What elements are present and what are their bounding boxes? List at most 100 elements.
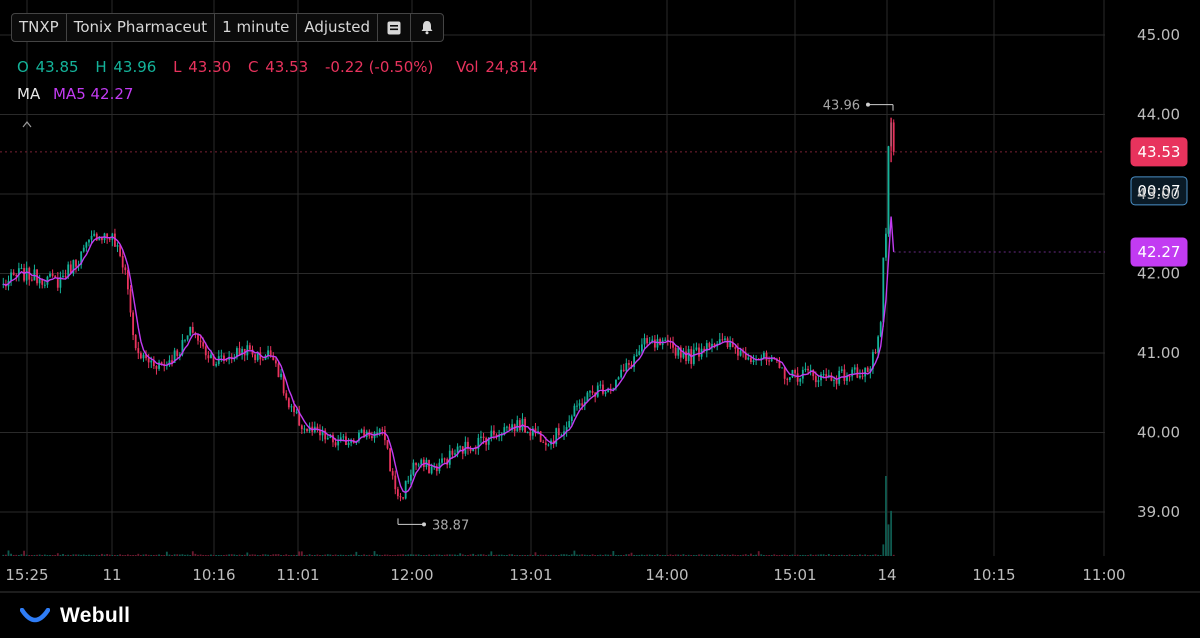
candle-body [734,347,737,349]
volume-bar [285,554,288,556]
ticker-symbol[interactable]: TNXP [12,14,67,41]
volume-bar [594,555,597,556]
list-icon[interactable] [378,14,412,41]
volume-bar [596,555,599,556]
footer-bar [0,594,1200,638]
volume-bar [114,555,116,556]
interval-selector[interactable]: 1 minute [215,14,298,41]
candle-body [602,384,604,394]
candle-body [565,427,568,432]
volume-bar [15,554,18,556]
volume-bar [93,555,96,556]
volume-bar [885,476,887,556]
volume-bar [43,554,46,556]
candle-body [804,368,807,370]
volume-bar [311,555,314,556]
volume-bar [666,555,669,556]
candle-body [129,289,132,313]
volume-bar [173,554,176,556]
open-value: 43.85 [35,58,79,76]
volume-bar [469,554,472,556]
volume-bar [7,550,10,556]
volume-bar [98,555,101,556]
volume-bar [609,554,612,556]
candle-body [350,440,353,443]
volume-bar [425,555,428,556]
volume-bar [814,554,817,556]
candle-body [64,275,67,278]
candle-body [807,368,809,371]
volume-bar [731,554,734,556]
y-tick-label: 40.00 [1137,424,1180,442]
volume-bar [487,554,490,556]
volume-bar [653,555,656,556]
volume-bar [396,554,399,556]
candle-body [150,360,153,363]
volume-bar [840,554,843,556]
candle-body [835,379,838,384]
volume-bar [212,555,215,556]
volume-bar [505,555,508,556]
candle-body [186,335,189,340]
volume-bar [267,554,269,556]
volume-bar [879,555,882,556]
candle-body [12,272,15,276]
volume-bar [2,554,5,556]
candle-body [505,426,508,428]
volume-bar [550,554,552,556]
volume-bar [124,555,127,556]
candle-body [866,367,869,373]
volume-bar [269,555,272,556]
candle-body [752,360,755,362]
high-marker-dot [866,102,870,107]
x-tick-label: 12:00 [390,566,433,584]
volume-bar [67,554,70,556]
volume-bar [459,553,462,556]
volume-bar [433,554,436,556]
candle-body [67,264,70,278]
candle-body [879,322,882,337]
adjust-selector[interactable]: Adjusted [297,14,379,41]
volume-bar [126,554,129,556]
volume-bar [4,554,7,556]
candle-body [633,356,636,367]
ma-label[interactable]: MA [17,85,41,103]
candle-body [285,393,288,399]
candle-body [604,392,607,394]
volume-bar [747,555,750,556]
volume-bar [547,555,550,556]
candle-body [467,441,469,449]
candle-body [705,343,708,352]
company-name[interactable]: Tonix Pharmaceut [67,14,216,41]
volume-bar [472,553,475,556]
volume-bar [518,555,521,556]
x-tick-label: 11 [102,566,121,584]
volume-bar [578,554,581,556]
volume-bar [129,555,132,556]
volume-bar [726,554,729,556]
candle-body [202,342,205,347]
volume-bar [581,554,584,556]
volume-bar [752,555,755,556]
candle-body [576,405,578,407]
candle-body [630,364,633,367]
candle-body [861,375,864,377]
volume-bar [236,555,238,556]
volume-bar [708,554,711,556]
bell-icon[interactable] [411,14,443,41]
volume-bar [669,554,672,556]
candle-body [381,429,384,431]
volume-bar [635,555,638,556]
volume-bar [20,554,23,556]
candle-body [846,376,848,381]
candle-body [887,146,890,234]
candle-body [106,233,109,239]
volume-bar [158,554,160,556]
candle-body [534,428,537,434]
volume-bar [820,554,822,556]
candle-body [718,339,721,344]
volume-bar [485,555,488,556]
candle-body [469,448,472,451]
candle-body [539,431,542,442]
